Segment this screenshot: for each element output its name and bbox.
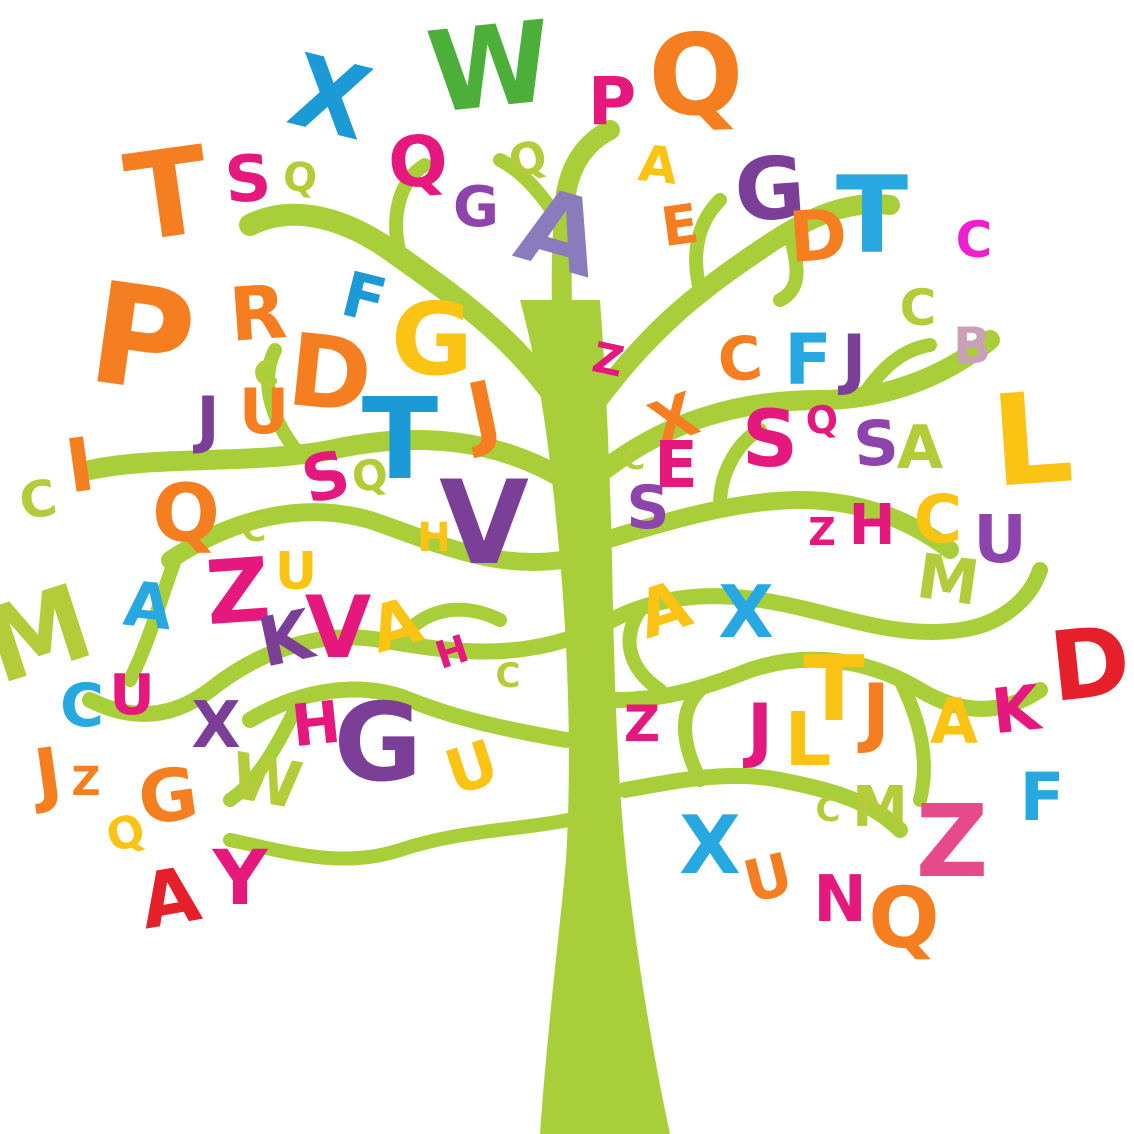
letter-a: A bbox=[361, 583, 431, 669]
letter-e: E bbox=[657, 191, 703, 260]
letter-t: T bbox=[361, 375, 439, 505]
letter-l: L bbox=[986, 363, 1078, 516]
letter-p: P bbox=[587, 63, 637, 140]
letter-g: G bbox=[453, 175, 499, 240]
letter-l: L bbox=[784, 697, 832, 783]
letter-p: P bbox=[79, 251, 205, 428]
letter-c: C bbox=[252, 353, 280, 395]
letter-s: S bbox=[222, 141, 274, 219]
letter-u: U bbox=[109, 663, 155, 728]
letter-c: C bbox=[899, 279, 937, 337]
letter-t: T bbox=[117, 120, 219, 271]
letter-c: C bbox=[495, 656, 521, 696]
letter-r: R bbox=[226, 269, 290, 359]
letter-c: C bbox=[815, 790, 841, 830]
tree-trunk bbox=[520, 300, 670, 1134]
letter-a: A bbox=[504, 162, 616, 302]
letter-z: Z bbox=[915, 783, 989, 900]
letter-e: E bbox=[654, 429, 698, 503]
letter-q: Q bbox=[280, 153, 320, 203]
letter-v: V bbox=[439, 456, 529, 591]
letter-g: G bbox=[333, 681, 423, 806]
letter-z: Z bbox=[623, 695, 661, 753]
letter-z: Z bbox=[808, 510, 836, 554]
tree-branches bbox=[80, 120, 1048, 866]
letter-d: D bbox=[1044, 604, 1134, 724]
letter-a: A bbox=[896, 413, 944, 483]
letter-j: J bbox=[196, 383, 220, 456]
letter-s: S bbox=[851, 405, 901, 482]
letter-f: F bbox=[784, 319, 832, 401]
letter-g: G bbox=[390, 281, 474, 398]
letter-c: C bbox=[241, 510, 267, 550]
letter-q: Q bbox=[868, 869, 940, 967]
letter-j: J bbox=[29, 731, 67, 817]
letter-t: T bbox=[835, 154, 909, 277]
letter-c: C bbox=[622, 442, 646, 477]
letter-k: K bbox=[988, 670, 1044, 749]
letter-s: S bbox=[294, 436, 358, 520]
letter-j: J bbox=[841, 321, 867, 398]
letter-u: U bbox=[973, 501, 1027, 578]
letter-m: M bbox=[852, 775, 908, 840]
letter-y: Y bbox=[212, 833, 268, 922]
letter-q: Q bbox=[151, 467, 221, 560]
letter-h: H bbox=[417, 515, 451, 561]
letter-s: S bbox=[626, 473, 670, 543]
letter-u: U bbox=[736, 839, 800, 917]
letter-b: B bbox=[952, 317, 992, 375]
letter-x: X bbox=[718, 570, 774, 654]
letter-x: X bbox=[278, 31, 382, 164]
letter-m: M bbox=[912, 539, 984, 620]
letter-c: C bbox=[59, 671, 105, 741]
letter-u: U bbox=[436, 725, 508, 811]
letter-t: T bbox=[803, 637, 865, 742]
letter-j: J bbox=[746, 689, 774, 771]
letter-s: S bbox=[741, 395, 799, 485]
letter-j: J bbox=[459, 362, 509, 461]
letter-c: C bbox=[714, 322, 766, 398]
letter-i: I bbox=[60, 421, 100, 511]
letter-a: A bbox=[930, 685, 978, 758]
letter-x: X bbox=[679, 799, 741, 892]
letter-h: H bbox=[430, 626, 474, 678]
letter-d: D bbox=[786, 193, 850, 279]
letter-a: A bbox=[635, 134, 681, 196]
letter-c: C bbox=[14, 468, 62, 532]
letter-c: C bbox=[955, 211, 993, 269]
letter-x: X bbox=[191, 689, 241, 763]
letter-q: Q bbox=[646, 9, 746, 143]
letter-a: A bbox=[133, 848, 207, 947]
letter-a: A bbox=[120, 566, 176, 645]
letter-a: A bbox=[627, 565, 701, 655]
letter-n: N bbox=[813, 863, 867, 937]
letter-q: Q bbox=[803, 396, 841, 444]
letter-w: W bbox=[224, 739, 308, 825]
letter-u: U bbox=[274, 542, 318, 602]
letter-h: H bbox=[848, 493, 896, 558]
letter-q: Q bbox=[385, 119, 451, 205]
letter-z: Z bbox=[71, 759, 101, 805]
letter-z: Z bbox=[588, 332, 629, 387]
letter-v: V bbox=[304, 578, 372, 678]
letter-f: F bbox=[1019, 759, 1065, 836]
letter-j: J bbox=[861, 667, 891, 756]
letter-w: W bbox=[421, 0, 559, 140]
letter-u: U bbox=[238, 375, 290, 448]
letter-c: C bbox=[913, 481, 963, 558]
letter-g: G bbox=[132, 750, 204, 842]
letter-q: Q bbox=[348, 448, 392, 503]
